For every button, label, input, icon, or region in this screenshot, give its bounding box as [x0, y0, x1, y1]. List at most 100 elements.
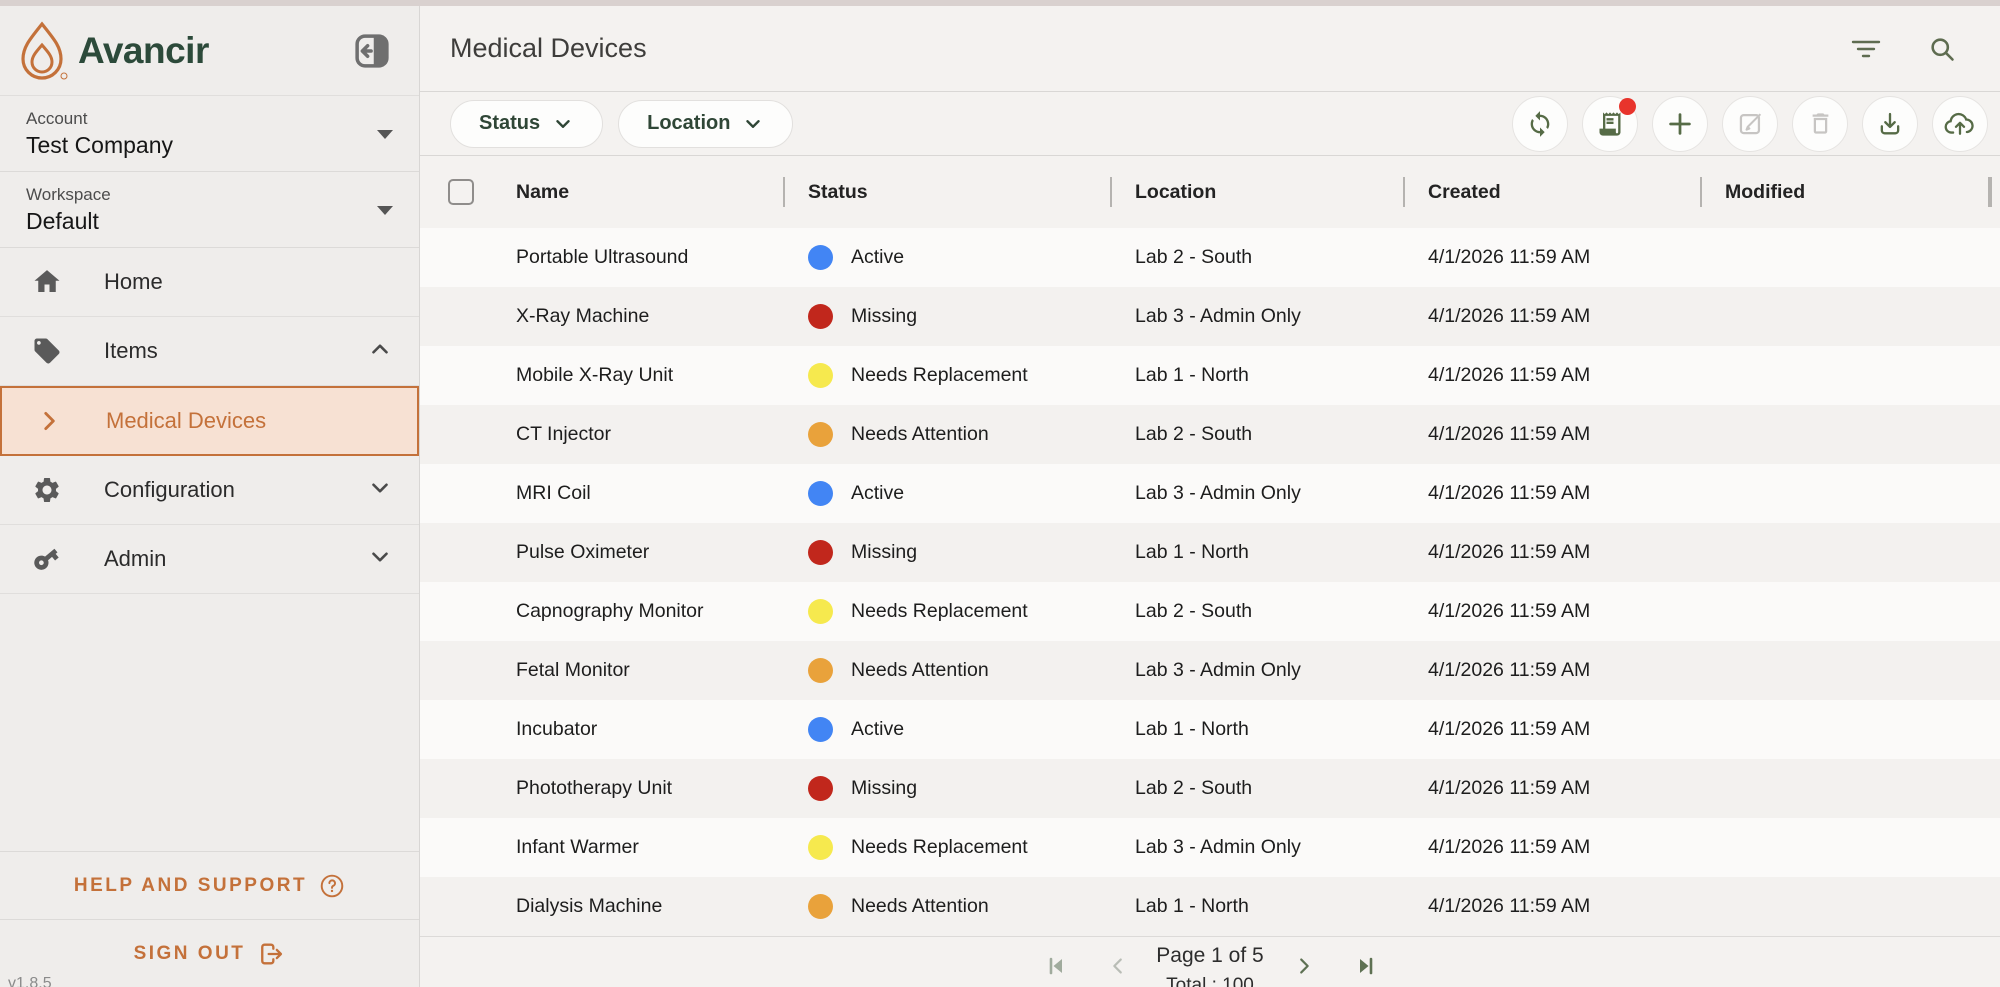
sign-out-button[interactable]: SIGN OUT: [0, 919, 419, 987]
table-row[interactable]: CT Injector Needs Attention Lab 2 - Sout…: [420, 405, 2000, 464]
column-header-status[interactable]: Status: [783, 156, 1110, 228]
cell-created: 4/1/2026 11:59 AM: [1428, 659, 1591, 681]
first-page-button[interactable]: [1038, 951, 1074, 981]
filter-icon[interactable]: [1850, 36, 1882, 62]
select-all-checkbox[interactable]: [448, 179, 474, 205]
edit-icon: [1739, 113, 1761, 135]
cell-status: Needs Replacement: [783, 363, 1110, 388]
cell-created: 4/1/2026 11:59 AM: [1428, 718, 1591, 740]
workspace-label: Workspace: [26, 185, 111, 204]
search-icon[interactable]: [1928, 35, 1956, 63]
table-row[interactable]: Capnography Monitor Needs Replacement La…: [420, 582, 2000, 641]
table-row[interactable]: Fetal Monitor Needs Attention Lab 3 - Ad…: [420, 641, 2000, 700]
cell-name: Mobile X-Ray Unit: [516, 364, 674, 386]
table-row[interactable]: Incubator Active Lab 1 - North 4/1/2026 …: [420, 700, 2000, 759]
status-filter-dropdown[interactable]: Status: [450, 99, 604, 148]
chevron-down-icon: [746, 119, 761, 128]
page-indicator: Page 1 of 5: [1156, 944, 1264, 967]
cell-name: X-Ray Machine: [516, 305, 650, 327]
status-label: Active: [851, 482, 905, 504]
page-title: Medical Devices: [450, 33, 647, 63]
table-row[interactable]: MRI Coil Active Lab 3 - Admin Only 4/1/2…: [420, 464, 2000, 523]
sidebar-item-configuration[interactable]: Configuration: [0, 456, 419, 525]
download-button[interactable]: [1862, 95, 1918, 152]
question-circle-icon: [319, 873, 345, 899]
column-header-name[interactable]: Name: [516, 180, 570, 203]
sidebar-item-admin[interactable]: Admin: [0, 525, 419, 594]
cloud-upload-button[interactable]: [1932, 95, 1988, 152]
cell-name: Phototherapy Unit: [516, 777, 673, 799]
cell-status: Needs Attention: [783, 422, 1110, 447]
cell-location: Lab 1 - North: [1135, 541, 1249, 563]
cell-status: Active: [783, 481, 1110, 506]
help-label: HELP AND SUPPORT: [73, 874, 308, 896]
cell-location: Lab 3 - Admin Only: [1135, 482, 1301, 504]
cell-location: Lab 3 - Admin Only: [1135, 305, 1301, 327]
total-count: Total : 100: [1166, 975, 1254, 987]
gear-icon: [30, 475, 64, 505]
cell-location: Lab 2 - South: [1135, 246, 1253, 268]
cell-name: Portable Ultrasound: [516, 246, 689, 268]
sidebar-item-home[interactable]: Home: [0, 248, 419, 317]
next-page-button[interactable]: [1286, 951, 1322, 981]
column-header-modified[interactable]: Modified: [1700, 156, 1990, 228]
cell-name: Fetal Monitor: [516, 659, 630, 681]
refresh-button[interactable]: [1512, 95, 1568, 152]
sidebar-item-label: Home: [104, 269, 163, 294]
table-row[interactable]: X-Ray Machine Missing Lab 3 - Admin Only…: [420, 287, 2000, 346]
sidebar-item-items[interactable]: Items: [0, 317, 419, 386]
chevron-down-icon: [367, 475, 393, 506]
status-dot: [808, 363, 833, 388]
add-button[interactable]: [1652, 95, 1708, 152]
collapse-sidebar-button[interactable]: [351, 30, 393, 72]
account-selector[interactable]: Account Test Company: [0, 96, 419, 172]
status-label: Missing: [851, 541, 918, 563]
download-icon: [1880, 112, 1900, 134]
table-row[interactable]: Portable Ultrasound Active Lab 2 - South…: [420, 228, 2000, 287]
table-row[interactable]: Mobile X-Ray Unit Needs Replacement Lab …: [420, 346, 2000, 405]
table-row[interactable]: Dialysis Machine Needs Attention Lab 1 -…: [420, 877, 2000, 936]
tag-icon: [30, 336, 64, 366]
cell-name: Infant Warmer: [516, 836, 639, 858]
caret-down-icon: [377, 129, 393, 139]
trash-icon: [1812, 113, 1828, 134]
home-icon: [30, 267, 64, 297]
refresh-icon: [1530, 110, 1550, 137]
cell-name: MRI Coil: [516, 482, 591, 504]
table-row[interactable]: Phototherapy Unit Missing Lab 2 - South …: [420, 759, 2000, 818]
column-header-location[interactable]: Location: [1110, 156, 1403, 228]
column-header-spacer: [1990, 156, 2000, 228]
status-dot: [808, 304, 833, 329]
sidebar-item-medical-devices[interactable]: Medical Devices: [0, 386, 419, 456]
status-label: Needs Attention: [851, 659, 989, 681]
table-row[interactable]: Pulse Oximeter Missing Lab 1 - North 4/1…: [420, 523, 2000, 582]
status-dot: [808, 717, 833, 742]
status-dot: [808, 894, 833, 919]
sidebar-footer: HELP AND SUPPORT SIGN OUT: [0, 851, 419, 987]
table-header: Name Status Location Created Modified: [420, 156, 2000, 228]
brand-name: Avancir: [78, 29, 209, 71]
cell-location: Lab 1 - North: [1135, 364, 1249, 386]
workspace-selector[interactable]: Workspace Default: [0, 172, 419, 248]
cell-name: Capnography Monitor: [516, 600, 704, 622]
delete-button[interactable]: [1792, 95, 1848, 152]
column-header-created[interactable]: Created: [1403, 156, 1700, 228]
previous-page-button[interactable]: [1100, 951, 1136, 981]
audit-log-button[interactable]: [1582, 95, 1638, 152]
cell-name: Incubator: [516, 718, 598, 740]
cell-created: 4/1/2026 11:59 AM: [1428, 895, 1591, 917]
sidebar-item-label: Configuration: [104, 477, 235, 502]
edit-button[interactable]: [1722, 95, 1778, 152]
main-content: Medical Devices Status: [420, 6, 2000, 987]
logo-row: Avancir: [0, 6, 419, 96]
status-label: Needs Replacement: [851, 836, 1028, 858]
help-and-support-button[interactable]: HELP AND SUPPORT: [0, 851, 419, 919]
sidebar-item-label: Items: [104, 338, 158, 363]
status-label: Missing: [851, 305, 918, 327]
location-filter-dropdown[interactable]: Location: [618, 99, 794, 148]
status-label: Needs Replacement: [851, 364, 1028, 386]
last-page-button[interactable]: [1348, 951, 1384, 981]
table-row[interactable]: Infant Warmer Needs Replacement Lab 3 - …: [420, 818, 2000, 877]
cell-status: Active: [783, 717, 1110, 742]
status-dot: [808, 540, 833, 565]
